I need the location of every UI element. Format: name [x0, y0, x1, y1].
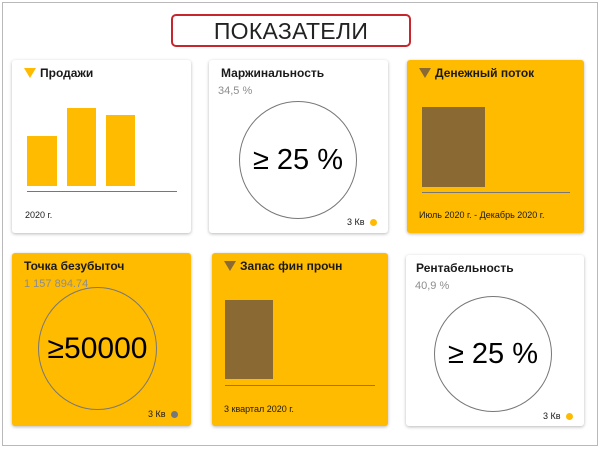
sales-title-label: Продажи	[40, 66, 94, 80]
sales-bar-2[interactable]	[67, 108, 96, 186]
triangle-down-icon	[24, 68, 36, 78]
margin-period-badge: 3 Кв	[347, 217, 377, 227]
profitability-value: 40,9 %	[415, 280, 450, 292]
breakeven-period: 3 Кв	[148, 409, 166, 419]
reserve-bar[interactable]	[225, 300, 273, 379]
sales-card[interactable]: Продажи 2020 г.	[12, 60, 191, 233]
sales-bar-1[interactable]	[27, 136, 57, 186]
breakeven-value: 1 157 894.74	[24, 278, 89, 290]
margin-value: 34,5 %	[218, 85, 253, 97]
profitability-period-badge: 3 Кв	[543, 411, 573, 421]
breakeven-period-badge: 3 Кв	[148, 409, 178, 419]
status-dot-icon	[565, 412, 573, 420]
profitability-title: Рентабельность	[416, 261, 514, 275]
margin-target-text: ≥ 25 %	[252, 143, 344, 176]
triangle-down-icon	[224, 261, 236, 271]
breakeven-target-circle: ≥50000	[38, 287, 157, 410]
reserve-title-label: Запас фин прочн	[240, 259, 343, 273]
margin-target-circle: ≥ 25 %	[239, 101, 357, 219]
profitability-target-text: ≥ 25 %	[447, 337, 539, 370]
cashflow-period: Июль 2020 г. - Декабрь 2020 г.	[419, 210, 545, 220]
sales-bar-3[interactable]	[106, 115, 135, 186]
sales-period: 2020 г.	[25, 210, 53, 220]
reserve-axis-line	[225, 385, 375, 386]
margin-title: Маржинальность	[221, 66, 325, 80]
cashflow-card[interactable]: Денежный поток Июль 2020 г. - Декабрь 20…	[407, 60, 584, 233]
reserve-period: 3 квартал 2020 г.	[224, 404, 294, 414]
status-dot-icon	[170, 410, 178, 418]
breakeven-card[interactable]: Точка безубыточ 1 157 894.74 ≥50000 3 Кв	[12, 253, 191, 426]
sales-axis-line	[27, 191, 177, 192]
status-dot-icon	[369, 218, 377, 226]
cashflow-card-title: Денежный поток	[419, 66, 534, 80]
cashflow-axis-line	[422, 192, 570, 193]
triangle-down-icon	[419, 68, 431, 78]
page-title: ПОКАЗАТЕЛИ	[171, 14, 411, 47]
margin-card[interactable]: Маржинальность 34,5 % ≥ 25 % 3 Кв	[209, 60, 388, 233]
profitability-target-circle: ≥ 25 %	[434, 296, 552, 412]
breakeven-target-text: ≥50000	[47, 331, 148, 365]
sales-card-title: Продажи	[24, 66, 93, 80]
cashflow-title-label: Денежный поток	[435, 66, 535, 80]
margin-period: 3 Кв	[347, 217, 365, 227]
cashflow-bar[interactable]	[422, 107, 485, 187]
profitability-period: 3 Кв	[543, 411, 561, 421]
reserve-card-title: Запас фин прочн	[224, 259, 342, 273]
profitability-card[interactable]: Рентабельность 40,9 % ≥ 25 % 3 Кв	[406, 255, 584, 426]
breakeven-title: Точка безубыточ	[24, 259, 125, 273]
reserve-card[interactable]: Запас фин прочн 3 квартал 2020 г.	[212, 253, 388, 426]
